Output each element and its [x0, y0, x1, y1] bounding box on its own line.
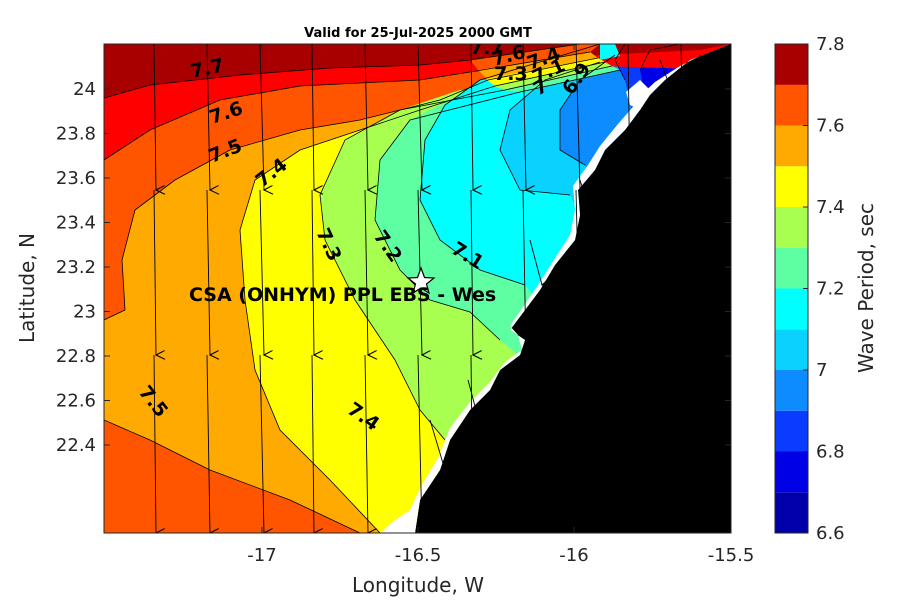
- wave-arrow: [467, 379, 480, 425]
- wave-arrow: [417, 44, 422, 190]
- x-tick-label: -17: [247, 545, 276, 566]
- colorbar-segment: [775, 410, 808, 452]
- colorbar-segment: [775, 329, 808, 370]
- y-tick-label: 23.6: [56, 168, 96, 189]
- wave-arrow: [470, 354, 473, 533]
- x-tick-label: -15.5: [708, 545, 755, 566]
- wave-arrow: [311, 189, 314, 355]
- map-plot-area: 7.7 7.6 7.5 7.4 7.3 7.2 7.1 7.4 7.5 7.7 …: [104, 37, 731, 533]
- wave-direction-arrows: [153, 44, 712, 533]
- wave-arrow: [627, 44, 630, 190]
- y-axis-label: Latitude, N: [15, 233, 39, 343]
- x-tick-label: -16: [559, 545, 588, 566]
- map-title: Valid for 25-Jul-2025 2000 GMT: [304, 26, 532, 41]
- colorbar-segment: [775, 288, 808, 330]
- colorbar-segment: [775, 492, 808, 533]
- wave-arrow: [259, 354, 264, 533]
- wave-arrow: [364, 354, 368, 533]
- coast-fringe-north: [626, 80, 650, 110]
- wave-arrow: [699, 54, 712, 85]
- colorbar-segment: [775, 247, 808, 289]
- colorbar-segment: [775, 451, 808, 493]
- wave-arrow: [364, 189, 368, 355]
- wave-arrow: [206, 44, 210, 190]
- colorbar-label: Wave Period, sec: [854, 203, 878, 373]
- y-tick-label: 23.8: [56, 124, 96, 145]
- contour-label: 7.3: [494, 63, 528, 85]
- band-stripe-6: [600, 44, 620, 60]
- wave-arrow: [659, 59, 675, 100]
- wave-arrow: [153, 44, 156, 190]
- wave-arrow: [364, 44, 368, 190]
- wave-arrow: [417, 354, 422, 533]
- y-tick-label: 22.4: [56, 435, 96, 456]
- wave-arrow: [153, 189, 156, 355]
- colorbar-tick-label: 6.6: [816, 523, 845, 544]
- wave-arrow: [470, 44, 473, 190]
- colorbar-segment: [775, 370, 808, 411]
- colorbar-tick-label: 7.2: [816, 279, 845, 300]
- wave-arrow: [153, 354, 156, 533]
- y-axis-ticks: 24 23.8 23.6 23.4 23.2 23 22.8 22.6 22.4: [56, 79, 731, 456]
- x-axis-ticks: -17 -16.5 -16 -15.5: [247, 44, 754, 566]
- band-stripe-3: [486, 58, 605, 86]
- contour-label: 7.7: [470, 37, 504, 59]
- y-tick-label: 22.6: [56, 391, 96, 412]
- wave-arrow: [259, 44, 264, 190]
- colorbar-segment: [775, 166, 808, 207]
- wave-arrow: [575, 44, 580, 190]
- band-stripe-4: [493, 62, 612, 90]
- wave-arrow: [206, 189, 210, 355]
- wave-arrow: [522, 44, 526, 190]
- colorbar-segment: [775, 44, 808, 85]
- y-tick-label: 23.4: [56, 213, 96, 234]
- coast-fringe: [380, 44, 731, 533]
- wave-arrow: [579, 179, 592, 220]
- x-axis-label: Longitude, W: [352, 573, 484, 597]
- wave-arrow: [575, 189, 580, 355]
- colorbar-ticks: 7.8 7.6 7.4 7.2 7 6.8 6.6: [803, 34, 845, 544]
- colorbar-tick-label: 6.8: [816, 442, 845, 463]
- colorbar: [775, 44, 808, 533]
- wave-arrow: [522, 189, 526, 355]
- y-tick-label: 23: [73, 302, 96, 323]
- colorbar-segment: [775, 207, 808, 248]
- colorbar-segment: [775, 125, 808, 167]
- colorbar-segment: [775, 84, 808, 126]
- land-mass: [415, 44, 731, 533]
- site-label: CSA (ONHYM) PPL EBS - Wes: [189, 284, 496, 306]
- band-7-5-lower: [104, 420, 360, 533]
- colorbar-tick-label: 7.6: [816, 116, 845, 137]
- wave-arrow: [206, 354, 210, 533]
- wave-arrow: [470, 189, 473, 355]
- wave-arrow: [529, 239, 542, 285]
- band-stripe-1: [470, 44, 600, 72]
- y-tick-label: 24: [73, 79, 96, 100]
- wave-arrow: [311, 44, 314, 190]
- wave-arrow: [429, 419, 445, 470]
- y-tick-label: 23.2: [56, 257, 96, 278]
- wave-arrow: [522, 354, 526, 533]
- band-stripe-2: [478, 52, 598, 80]
- wave-arrow: [259, 189, 264, 355]
- site-star-icon: [406, 266, 436, 295]
- x-tick-label: -16.5: [395, 545, 442, 566]
- colorbar-tick-label: 7.4: [816, 197, 845, 218]
- wave-arrow: [680, 44, 684, 190]
- colorbar-tick-label: 7.8: [816, 34, 845, 55]
- colorbar-tick-label: 7: [816, 360, 827, 381]
- y-tick-label: 22.8: [56, 346, 96, 367]
- wave-arrow: [311, 354, 314, 533]
